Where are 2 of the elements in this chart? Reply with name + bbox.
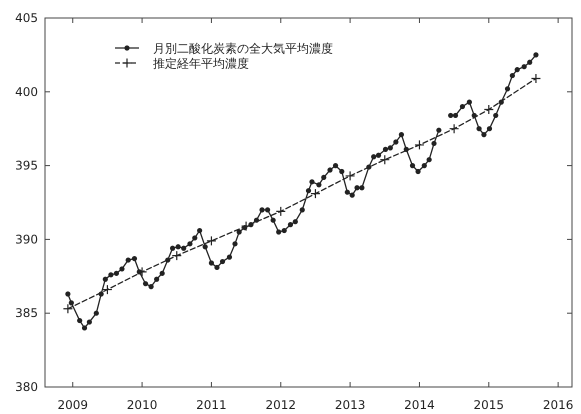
legend-label: 推定経年平均濃度	[153, 56, 249, 70]
legend-label: 月別二酸化炭素の全大気平均濃度	[153, 42, 333, 56]
